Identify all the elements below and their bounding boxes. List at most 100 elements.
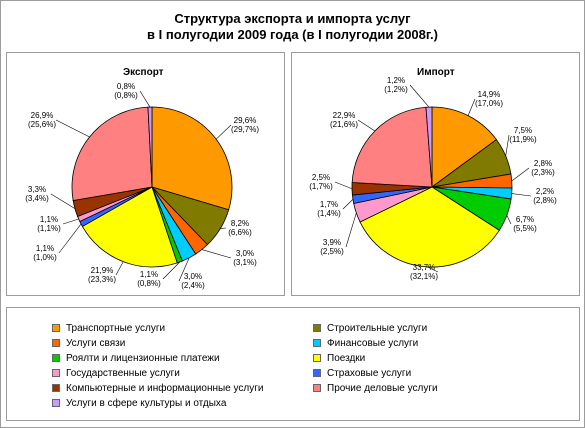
export-leader-line-2 (201, 249, 232, 259)
import-leader-line-7 (342, 199, 354, 210)
export-leader-line-6 (58, 223, 82, 254)
import-slice-5 (359, 186, 500, 268)
export-slice-label-prev-3: (2,4%) (181, 281, 205, 290)
export-slice-label-prev-4: (0,8%) (137, 279, 161, 288)
export-slice-label-prev-8: (3,4%) (25, 194, 49, 203)
import-slice-label-prev-0: (17,0%) (475, 99, 503, 108)
chart-title-line1: Структура экспорта и импорта услуг (174, 11, 411, 26)
export-slice-label-prev-10: (0,8%) (114, 91, 138, 100)
legend-swatch (313, 339, 321, 347)
export-slice-label-8: 3,3% (28, 185, 46, 194)
export-slice-label-0: 29,6% (234, 116, 257, 125)
export-slice-label-prev-0: (29,7%) (231, 125, 259, 134)
export-leader-line-7 (62, 218, 79, 225)
legend-label: Услуги связи (66, 337, 126, 349)
import-slice-label-prev-4: (5,5%) (513, 224, 537, 233)
legend-item: Услуги в сфере культуры и отдыха (52, 397, 226, 409)
export-slice-label-3: 3,0% (184, 272, 202, 281)
import-slice-label-8: 2,5% (312, 173, 330, 182)
legend-swatch (52, 384, 60, 392)
export-slice-label-5: 21,9% (91, 266, 114, 275)
legend-label: Государственные услуги (66, 367, 180, 379)
legend-swatch (52, 324, 60, 332)
legend-item: Услуги связи (52, 337, 125, 349)
legend-label: Поездки (327, 352, 366, 364)
export-leader-line-1 (220, 227, 227, 229)
legend-swatch (313, 354, 321, 362)
import-slice-label-prev-8: (1,7%) (309, 182, 333, 191)
import-slice-label-prev-1: (11,9%) (509, 135, 537, 144)
export-leader-line-0 (215, 124, 232, 140)
export-leader-line-4 (162, 261, 181, 280)
import-slice-10 (425, 106, 433, 188)
import-slice-9 (351, 106, 433, 188)
import-slice-label-7: 1,7% (320, 200, 338, 209)
legend-label: Строительные услуги (327, 322, 428, 334)
legend-swatch (52, 354, 60, 362)
export-leader-line-3 (178, 257, 190, 282)
import-slice-label-prev-3: (2,8%) (533, 196, 557, 205)
legend-item: Государственные услуги (52, 367, 180, 379)
export-pie-title: Экспорт (123, 67, 164, 78)
import-pie-chart: 14,9%(17,0%)7,5%(11,9%)2,8%(2,3%)2,2%(2,… (309, 76, 557, 281)
import-pie-title: Импорт (417, 67, 455, 78)
export-leader-line-9 (55, 119, 90, 138)
export-slice-5 (81, 186, 178, 268)
export-leader-line-8 (50, 193, 76, 209)
import-leader-line-3 (511, 193, 532, 197)
import-slice-label-3: 2,2% (536, 187, 554, 196)
legend-swatch (313, 369, 321, 377)
import-leader-line-1 (505, 134, 510, 156)
legend-label: Прочие деловые услуги (327, 382, 438, 394)
import-slice-label-5: 33,7% (413, 263, 436, 272)
legend-label: Страховые услуги (327, 367, 412, 379)
legend-item: Поездки (313, 352, 365, 364)
import-leader-line-2 (511, 167, 530, 182)
export-leader-line-10 (139, 90, 151, 108)
import-leader-line-4 (506, 215, 512, 225)
export-slice-label-2: 3,0% (236, 249, 254, 258)
legend-swatch (52, 399, 60, 407)
export-slice-label-9: 26,9% (31, 111, 54, 120)
legend: Транспортные услуги Строительные услуги Ус… (6, 307, 580, 421)
export-slice-label-prev-1: (6,6%) (228, 228, 252, 237)
import-slice-label-prev-7: (1,4%) (317, 209, 341, 218)
export-slice-label-prev-9: (25,6%) (28, 120, 56, 129)
import-leader-line-9 (357, 119, 376, 132)
legend-swatch (52, 339, 60, 347)
legend-item: Компьютерные и информационные услуги (52, 382, 263, 394)
import-panel: 14,9% (17,0%) 7,5% (11,9%) 2,8% (2,3%) 2,2% (2,… (291, 52, 580, 296)
export-slice-9 (71, 106, 153, 201)
import-slice-label-prev-6: (2,5%) (320, 247, 344, 256)
import-slice-label-10: 1,2% (387, 76, 405, 85)
import-slice-label-0: 14,9% (478, 90, 501, 99)
legend-item: Прочие деловые услуги (313, 382, 438, 394)
legend-label: Компьютерные и информационные услуги (66, 382, 264, 394)
import-leader-line-6 (345, 212, 357, 248)
export-slice-label-prev-6: (1,0%) (33, 253, 57, 262)
legend-swatch (313, 384, 321, 392)
legend-swatch (313, 324, 321, 332)
export-slice-label-prev-2: (3,1%) (233, 258, 257, 267)
import-leader-line-8 (334, 181, 353, 190)
import-leader-line-5 (427, 266, 439, 273)
export-leader-line-5 (115, 261, 124, 276)
export-slice-label-prev-5: (23,3%) (88, 275, 116, 284)
legend-item: Роялти и лицензионные платежи (52, 352, 220, 364)
legend-label: Услуги в сфере культуры и отдыха (66, 397, 227, 409)
import-slice-label-4: 6,7% (516, 215, 534, 224)
import-slice-label-prev-5: (32,1%) (410, 272, 438, 281)
import-slice-label-6: 3,9% (323, 238, 341, 247)
import-slice-label-prev-10: (1,2%) (384, 85, 408, 94)
legend-label: Финансовые услуги (327, 337, 419, 349)
legend-label: Роялти и лицензионные платежи (66, 352, 220, 364)
export-slice-label-7: 1,1% (40, 215, 58, 224)
legend-item: Транспортные услуги (52, 322, 165, 334)
import-leader-line-0 (467, 98, 476, 116)
export-slice-label-10: 0,8% (117, 82, 135, 91)
legend-swatch (52, 369, 60, 377)
chart-title-line2: в I полугодии 2009 года (в I полугодии 2… (147, 27, 438, 42)
export-slice-label-4: 1,1% (140, 270, 158, 279)
legend-item: Страховые услуги (313, 367, 411, 379)
legend-item: Финансовые услуги (313, 337, 418, 349)
